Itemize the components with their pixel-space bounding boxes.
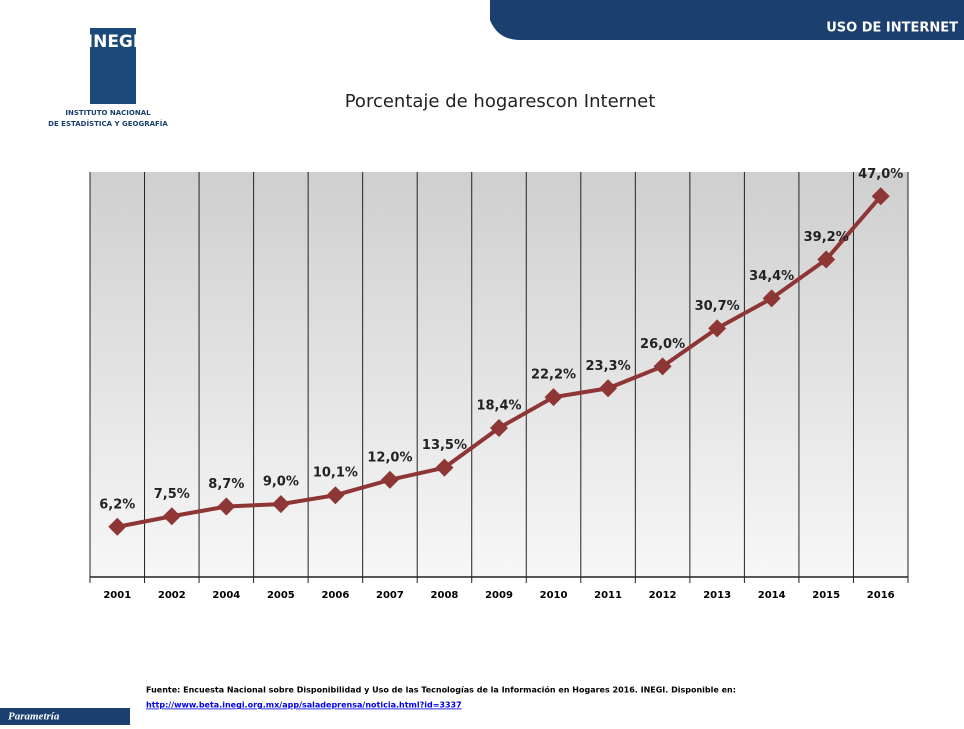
logo: INEGI (87, 32, 139, 52)
institute: INSTITUTO NACIONAL (65, 109, 151, 117)
x-tick-label: 2007 (376, 590, 404, 601)
value-label: 30,7% (695, 299, 740, 314)
x-tick-label: 2008 (431, 590, 459, 601)
value-label: 39,2% (804, 230, 849, 245)
source: Fuente: Encuesta Nacional sobre Disponib… (146, 685, 736, 695)
value-label: 13,5% (422, 438, 467, 453)
x-tick-label: 2012 (649, 590, 677, 601)
x-tick-label: 2001 (103, 590, 131, 601)
x-tick-label: 2006 (321, 590, 349, 601)
value-label: 10,1% (313, 466, 358, 481)
x-tick-label: 2013 (703, 590, 731, 601)
x-tick-label: 2015 (812, 590, 840, 601)
x-tick-label: 2002 (158, 590, 186, 601)
value-label: 34,4% (749, 269, 794, 284)
value-label: 22,2% (531, 368, 576, 383)
value-label: 26,0% (640, 337, 685, 352)
x-tick-label: 2005 (267, 590, 295, 601)
x-tick-label: 2016 (867, 590, 895, 601)
slide: USO DE INTERNET p INEGI INSTITUTO NACION… (0, 0, 964, 725)
x-tick-label: 2009 (485, 590, 513, 601)
chart-title: Porcentaje de hogarescon Internet (345, 91, 656, 112)
institute: DE ESTADÍSTICA Y GEOGRAFÍA (48, 119, 168, 128)
value-label: 12,0% (367, 450, 412, 465)
x-tick-label: 2014 (758, 590, 786, 601)
plot-area (90, 172, 908, 577)
value-label: 23,3% (586, 359, 631, 374)
page: {"header": {"section": "USO DE INTERNET"… (0, 0, 964, 725)
x-tick-label: 2011 (594, 590, 622, 601)
value-label: 47,0% (858, 167, 903, 182)
value-label: 18,4% (476, 398, 521, 413)
value-label: 7,5% (154, 487, 190, 502)
value-label: 6,2% (99, 497, 135, 512)
value-label: 9,0% (263, 475, 299, 490)
section-title: USO DE INTERNET (826, 21, 958, 36)
source-link[interactable]: http://www.beta.inegi.org.mx/app/saladep… (146, 701, 462, 710)
value-label: 8,7% (208, 477, 244, 492)
x-tick-label: 2004 (212, 590, 240, 601)
brand: Parametría (8, 711, 60, 723)
corner-mark: p (951, 0, 958, 12)
x-tick-label: 2010 (540, 590, 568, 601)
